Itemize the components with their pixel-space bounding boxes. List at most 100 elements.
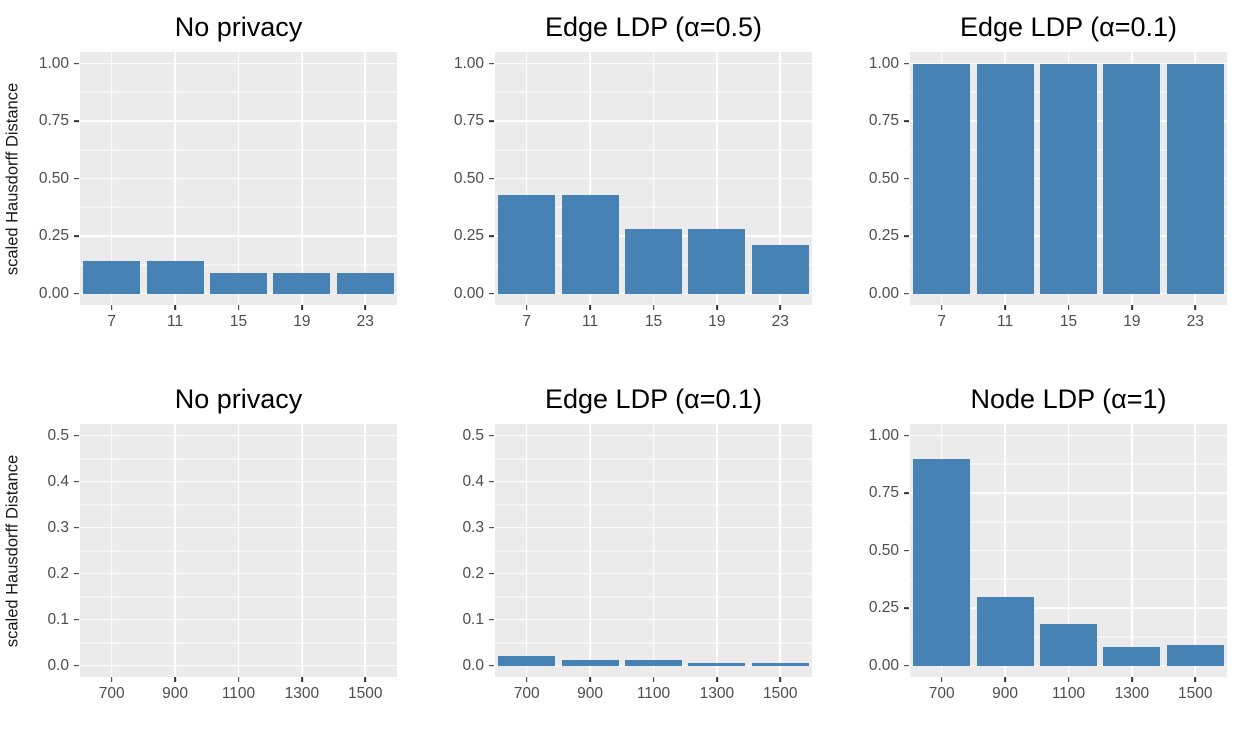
bar <box>1103 63 1161 294</box>
gridline-vertical <box>174 52 176 305</box>
plot-body: 0.00 0.25 0.50 0.75 1.00 7 11 15 19 23 <box>830 52 1246 333</box>
bar <box>688 663 746 666</box>
x-tick-mark <box>110 305 113 310</box>
y-tick-mark <box>904 120 909 122</box>
y-tick-label: 1.00 <box>868 426 899 444</box>
y-tick-mark <box>904 292 909 295</box>
y-tick-label: 0.2 <box>462 564 484 582</box>
bar <box>976 63 1034 294</box>
y-tick-mark <box>489 235 494 237</box>
gridline-vertical <box>525 424 528 677</box>
gridline-vertical <box>364 424 367 677</box>
gridline-vertical <box>525 52 528 305</box>
y-axis-title <box>415 52 441 305</box>
y-tick-mark <box>489 434 494 437</box>
x-tick-mark <box>237 305 240 310</box>
y-tick-label: 0.1 <box>47 610 69 628</box>
gridline-vertical <box>301 424 303 677</box>
y-tick-label: 0.50 <box>868 169 899 187</box>
y-tick-label: 0.50 <box>38 169 69 187</box>
y-tick-mark <box>489 292 494 295</box>
x-tick-mark <box>716 677 718 682</box>
x-axis-ticks <box>495 305 812 311</box>
y-tick-mark <box>74 62 79 65</box>
y-axis: 0.00 0.25 0.50 0.75 1.00 <box>856 52 910 305</box>
y-tick-label: 0.75 <box>868 484 899 501</box>
y-tick-label: 0.75 <box>38 112 69 129</box>
panel-title: No privacy <box>174 384 303 414</box>
plot-area <box>495 52 812 305</box>
plot-area <box>80 52 397 305</box>
y-tick-mark <box>74 177 79 180</box>
x-axis-labels: 700 900 1100 1300 1500 <box>80 685 397 705</box>
x-tick-mark <box>779 677 782 682</box>
plot-area <box>910 52 1227 305</box>
bar <box>913 63 971 294</box>
y-tick-label: 0.3 <box>462 518 484 536</box>
plot-area <box>80 424 397 677</box>
x-tick-label: 900 <box>992 685 1019 702</box>
y-tick-mark <box>74 618 79 621</box>
plot-body: 0.00 0.25 0.50 0.75 1.00 7 11 15 19 23 <box>415 52 830 333</box>
x-tick-label: 19 <box>708 313 726 330</box>
x-tick-label: 23 <box>356 313 374 330</box>
gridline-vertical <box>364 52 367 305</box>
y-tick-label: 0.25 <box>38 227 69 244</box>
x-tick-mark <box>301 305 303 310</box>
bar <box>751 663 809 666</box>
x-tick-label: 15 <box>644 313 663 330</box>
bar <box>561 194 619 294</box>
bar <box>1039 624 1098 666</box>
y-tick-mark <box>904 434 909 437</box>
x-tick-label: 11 <box>167 313 184 330</box>
y-tick-label: 0.25 <box>453 227 484 244</box>
y-tick-mark <box>74 480 79 483</box>
bar <box>976 596 1034 666</box>
y-axis-title: scaled Hausdorff Distance <box>0 424 26 677</box>
bar <box>498 656 556 666</box>
bar <box>273 272 331 294</box>
y-tick-mark <box>74 235 79 237</box>
plot-main: 7 11 15 19 23 <box>495 52 812 333</box>
chart-panel: Node LDP (α=1) 0.00 0.25 0.50 0.75 1.00 700 900… <box>830 372 1246 745</box>
panel-title: No privacy <box>174 12 303 42</box>
x-tick-mark <box>1004 305 1006 310</box>
y-tick-label: 0.00 <box>868 656 899 674</box>
y-tick-label: 0.00 <box>38 284 69 302</box>
x-tick-mark <box>364 305 367 310</box>
x-tick-label: 1300 <box>1114 685 1150 702</box>
bar <box>1039 63 1098 294</box>
chart-panel: Edge LDP (α=0.1) 0.0 0.1 0.2 0.3 0.4 0.5 700 900… <box>415 372 830 745</box>
y-tick-label: 0.25 <box>868 227 899 244</box>
x-tick-label: 11 <box>582 313 599 330</box>
x-tick-label: 1100 <box>221 685 256 702</box>
gridline-vertical <box>589 52 591 305</box>
bar <box>561 659 619 666</box>
y-tick-mark <box>74 120 79 122</box>
x-tick-label: 700 <box>98 685 125 702</box>
y-axis-title: scaled Hausdorff Distance <box>0 52 26 305</box>
x-tick-mark <box>174 305 176 310</box>
y-axis: 0.00 0.25 0.50 0.75 1.00 <box>26 52 80 305</box>
bar <box>1166 644 1224 666</box>
y-tick-label: 0.00 <box>868 284 899 302</box>
x-axis-ticks <box>80 305 397 311</box>
y-tick-label: 0.3 <box>47 518 69 536</box>
chart-panel: Edge LDP (α=0.1) 0.00 0.25 0.50 0.75 1.00 7 11 1… <box>830 0 1246 372</box>
x-tick-mark <box>1131 305 1133 310</box>
bar <box>209 272 268 294</box>
x-tick-mark <box>940 305 943 310</box>
bar <box>146 261 204 294</box>
y-tick-label: 0.0 <box>47 656 69 674</box>
x-tick-label: 7 <box>937 313 946 330</box>
bar <box>83 261 141 294</box>
x-tick-label: 1100 <box>636 685 671 702</box>
plot-main: 7 11 15 19 23 <box>910 52 1227 333</box>
y-tick-mark <box>904 492 909 494</box>
x-tick-mark <box>301 677 303 682</box>
y-tick-label: 1.00 <box>38 54 69 72</box>
y-axis: 0.00 0.25 0.50 0.75 1.00 <box>856 424 910 677</box>
gridline-vertical <box>301 52 303 305</box>
y-tick-mark <box>74 572 79 575</box>
x-tick-mark <box>237 677 240 682</box>
